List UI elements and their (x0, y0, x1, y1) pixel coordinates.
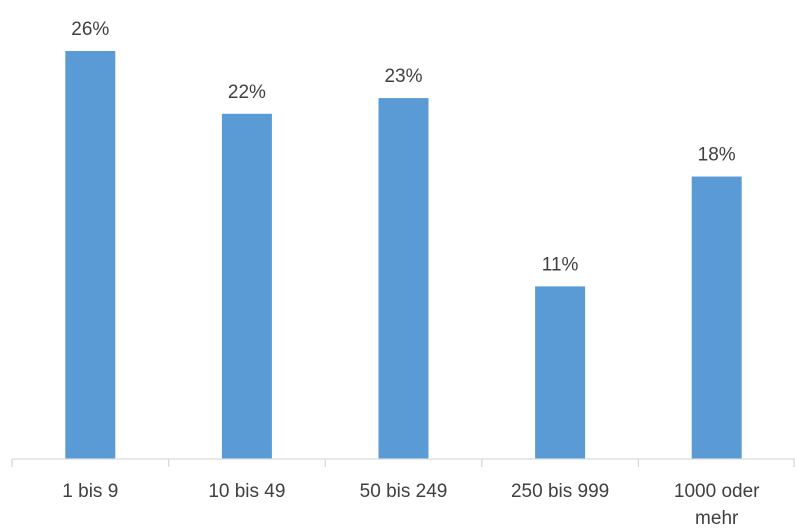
x-axis (11, 458, 795, 467)
bar (221, 113, 272, 460)
data-label: 22% (228, 82, 266, 103)
bar (378, 98, 429, 460)
x-tick-label: 50 bis 249 (360, 481, 448, 502)
data-labels-group: 26% 22% 23% 11% 18% (71, 19, 736, 275)
x-tick-label: 250 bis 999 (511, 481, 609, 502)
x-tick-labels-group: 1 bis 9 10 bis 49 50 bis 249 250 bis 999 100… (62, 481, 760, 529)
bar (535, 286, 586, 459)
data-label: 23% (384, 66, 422, 87)
bars-group (65, 51, 742, 460)
data-label: 11% (542, 254, 579, 275)
data-label: 26% (71, 19, 109, 40)
bar (691, 176, 742, 460)
x-tick-label: 1 bis 9 (62, 481, 118, 502)
x-tick-label-line: 1 bis 9 (62, 481, 118, 502)
x-tick-label: 1000 oder mehr (674, 481, 760, 529)
x-tick-label: 10 bis 49 (208, 481, 285, 502)
x-tick-label-line: 50 bis 249 (360, 481, 448, 502)
bar (65, 51, 116, 459)
x-tick-label-line: mehr (695, 508, 739, 529)
data-label: 18% (698, 145, 736, 166)
x-tick-label-line: 1000 oder (674, 481, 760, 502)
x-tick-label-line: 10 bis 49 (208, 481, 285, 502)
x-tick-label-line: 250 bis 999 (511, 481, 609, 502)
